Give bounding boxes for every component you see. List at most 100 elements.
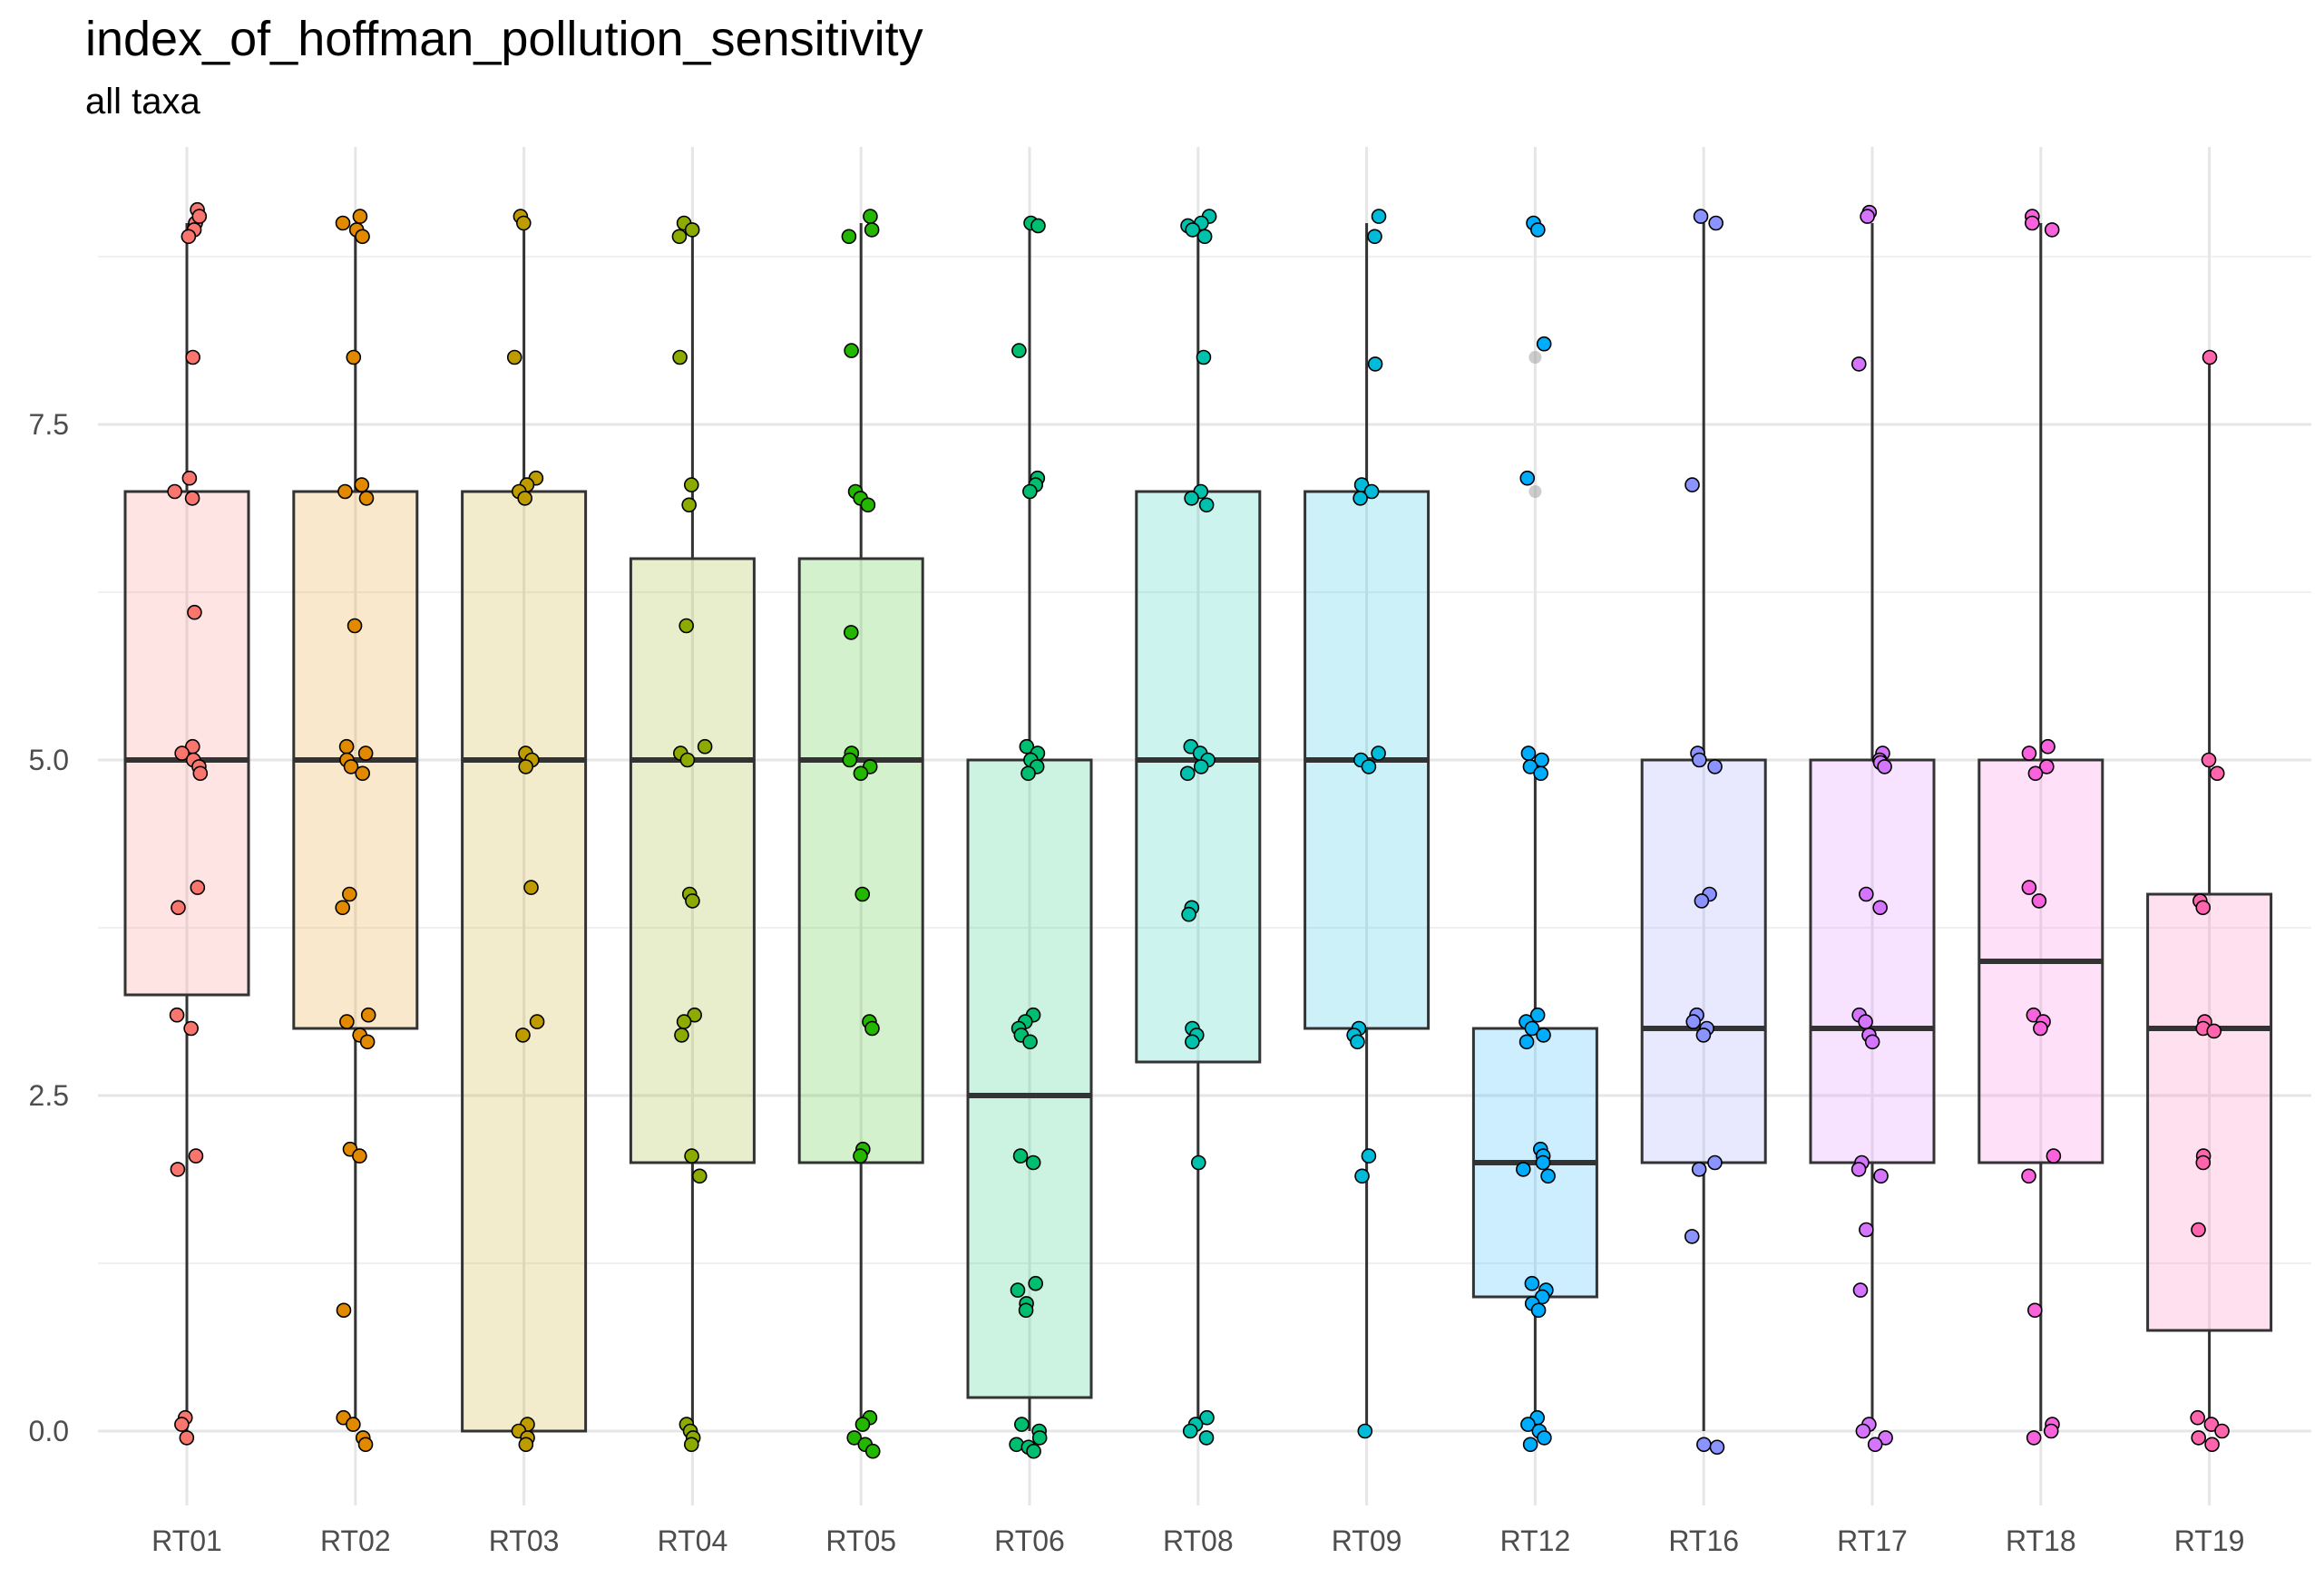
x-tick-label: RT17 — [1837, 1524, 1908, 1557]
data-point — [2191, 1430, 2207, 1446]
data-point — [1182, 1423, 1198, 1439]
data-point — [853, 1148, 868, 1164]
data-point — [2021, 880, 2037, 895]
x-tick-label: RT09 — [1332, 1524, 1402, 1557]
data-point — [1361, 1148, 1377, 1164]
data-point — [844, 343, 859, 358]
data-point — [1858, 1014, 1873, 1029]
data-point — [1199, 1409, 1215, 1426]
data-point — [2031, 893, 2047, 909]
data-point — [671, 229, 688, 245]
data-point — [2204, 1437, 2220, 1453]
x-tick-label: RT06 — [994, 1524, 1065, 1557]
data-point — [2027, 1302, 2043, 1319]
data-point — [2046, 1148, 2062, 1164]
data-point — [2021, 745, 2037, 761]
data-point — [1709, 1439, 1725, 1456]
x-tick-label: RT02 — [320, 1524, 391, 1557]
data-point — [1693, 209, 1709, 224]
data-point — [2021, 1168, 2036, 1184]
data-point — [1878, 1430, 1893, 1446]
data-point — [1022, 1034, 1038, 1050]
data-point — [171, 900, 186, 916]
data-point — [1025, 1154, 1041, 1171]
data-point — [1522, 1437, 1538, 1453]
data-point — [674, 1028, 689, 1043]
data-point — [359, 1034, 376, 1050]
data-point — [2202, 349, 2218, 365]
data-point — [1031, 1430, 1048, 1446]
data-point — [846, 1430, 863, 1446]
box-rt17 — [1809, 758, 1936, 1164]
data-point — [1516, 1162, 1531, 1177]
data-point — [1196, 229, 1213, 245]
data-point — [1185, 1034, 1200, 1050]
data-point — [1022, 483, 1038, 500]
data-point — [1684, 477, 1700, 492]
data-point — [679, 618, 694, 634]
data-point — [676, 1014, 692, 1029]
data-point — [169, 1007, 185, 1023]
data-point — [1179, 765, 1196, 782]
data-point — [1867, 1437, 1883, 1453]
data-point — [1352, 491, 1368, 506]
data-point — [2043, 1423, 2059, 1439]
data-point — [1684, 1229, 1700, 1244]
data-point — [1855, 1423, 1871, 1439]
data-point — [1540, 1168, 1556, 1184]
data-point — [1354, 1168, 1370, 1184]
data-point — [864, 222, 880, 238]
box-rt06 — [966, 758, 1093, 1399]
data-point — [2214, 1423, 2230, 1439]
data-point — [2195, 1154, 2212, 1171]
axis-layer: 0.0 2.5 5.0 7.5 RT01 RT02 RT03 RT04 RT05 RT06 RT08… — [29, 408, 2245, 1557]
data-point — [188, 1148, 204, 1164]
data-point — [691, 1168, 708, 1184]
data-point — [2040, 738, 2055, 755]
data-point — [347, 618, 363, 634]
data-point — [1030, 218, 1046, 234]
x-tick-label: RT18 — [2006, 1524, 2076, 1557]
data-point — [357, 1437, 374, 1453]
data-point — [1860, 209, 1875, 224]
data-point — [1196, 349, 1212, 365]
data-point — [864, 1020, 880, 1037]
data-point — [1692, 752, 1707, 768]
data-point — [1014, 1417, 1030, 1432]
box-rt16 — [1640, 758, 1767, 1164]
data-point — [1026, 1443, 1041, 1459]
data-point — [2201, 752, 2217, 768]
box-rt05 — [797, 557, 924, 1164]
data-point — [523, 880, 539, 895]
data-point — [1536, 1028, 1551, 1043]
data-point — [2027, 765, 2044, 782]
data-point — [684, 222, 700, 238]
box-rt19 — [2146, 892, 2273, 1332]
outlier-point — [1528, 485, 1542, 498]
data-point — [1872, 900, 1888, 916]
y-tick-label: 5.0 — [29, 744, 69, 776]
data-point — [1019, 738, 1035, 755]
data-point — [352, 1148, 367, 1164]
data-point — [672, 349, 688, 365]
data-point — [1012, 1148, 1029, 1164]
data-point — [1371, 745, 1386, 761]
data-point — [681, 497, 697, 513]
data-point — [338, 738, 355, 755]
data-point — [191, 209, 208, 224]
data-point — [2033, 1020, 2048, 1037]
data-point — [1181, 906, 1196, 922]
data-point — [360, 1007, 376, 1023]
data-point — [2044, 222, 2060, 238]
x-tick-label: RT03 — [489, 1524, 560, 1557]
x-tick-label: RT16 — [1668, 1524, 1739, 1557]
data-point — [1864, 1034, 1880, 1050]
data-point — [842, 752, 858, 768]
data-point — [1530, 1302, 1547, 1319]
data-point — [1010, 1282, 1026, 1298]
data-point — [1520, 1417, 1536, 1432]
data-point — [337, 483, 353, 500]
data-point — [1193, 759, 1209, 774]
data-point — [1361, 759, 1377, 774]
